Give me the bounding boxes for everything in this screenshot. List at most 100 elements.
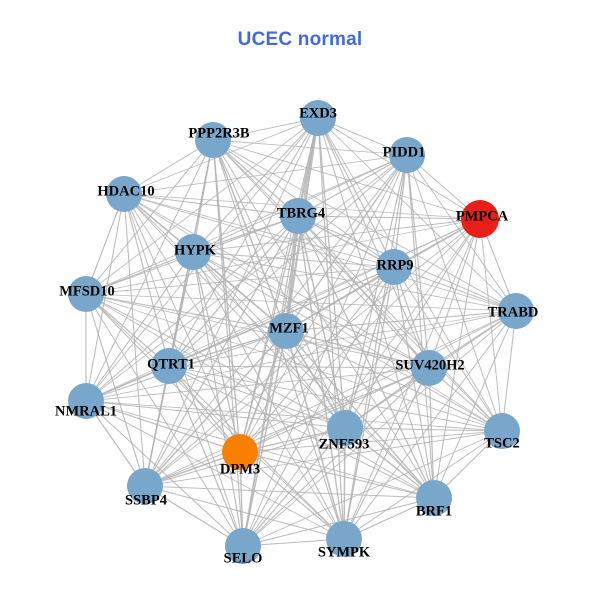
graph-node-suv420h2[interactable] bbox=[411, 350, 447, 386]
graph-edge bbox=[168, 117, 319, 367]
graph-edge bbox=[285, 330, 346, 429]
graph-node-dpm3[interactable] bbox=[222, 434, 258, 470]
graph-edge bbox=[285, 330, 430, 369]
graph-edge bbox=[123, 193, 170, 367]
graph-edge bbox=[344, 427, 503, 432]
graph-edge bbox=[297, 215, 503, 432]
graph-edge bbox=[168, 154, 408, 367]
graph-edge bbox=[85, 266, 395, 402]
graph-edge bbox=[168, 215, 299, 367]
graph-edge bbox=[85, 293, 435, 499]
graph-edge bbox=[297, 215, 346, 429]
graph-node-trabd[interactable] bbox=[498, 293, 534, 329]
graph-edge bbox=[285, 266, 395, 332]
graph-edge bbox=[144, 485, 435, 499]
graph-edge bbox=[317, 117, 435, 499]
graph-edge bbox=[123, 193, 241, 453]
graph-edge bbox=[343, 310, 517, 540]
graph-edge bbox=[239, 330, 287, 453]
graph-node-tbrg4[interactable] bbox=[280, 198, 316, 234]
graph-edge bbox=[168, 310, 517, 367]
graph-node-sympk[interactable] bbox=[326, 521, 362, 557]
graph-edge bbox=[297, 215, 395, 268]
graph-edge bbox=[239, 430, 503, 453]
graph-edge bbox=[393, 266, 517, 312]
graph-edge bbox=[123, 193, 517, 312]
graph-edge bbox=[428, 367, 435, 499]
graph-edge bbox=[406, 154, 430, 369]
graph-node-mfsd10[interactable] bbox=[68, 276, 104, 312]
graph-node-pidd1[interactable] bbox=[389, 137, 425, 173]
graph-edge bbox=[297, 154, 408, 217]
graph-edge bbox=[144, 485, 345, 540]
graph-edge bbox=[85, 293, 244, 547]
graph-edge bbox=[85, 293, 146, 487]
graph-node-pmpca[interactable] bbox=[461, 200, 499, 238]
graph-edge bbox=[144, 430, 503, 487]
graph-edge bbox=[239, 266, 395, 453]
graph-edge bbox=[212, 139, 517, 312]
graph-node-hdac10[interactable] bbox=[106, 176, 142, 212]
graph-edge bbox=[239, 310, 517, 453]
graph-edge bbox=[144, 330, 287, 487]
graph-edge bbox=[242, 427, 346, 547]
graph-edge bbox=[192, 251, 503, 432]
graph-edge bbox=[428, 218, 481, 369]
graph-edge bbox=[192, 251, 430, 369]
graph-edge bbox=[123, 154, 408, 195]
node-layer bbox=[68, 100, 534, 564]
graph-edge bbox=[144, 218, 481, 487]
graph-edge bbox=[239, 451, 435, 499]
graph-node-rrp9[interactable] bbox=[376, 249, 412, 285]
graph-node-exd3[interactable] bbox=[300, 100, 336, 136]
graph-edge bbox=[242, 215, 299, 547]
graph-edge bbox=[168, 365, 241, 453]
graph-node-ppp2r3b[interactable] bbox=[195, 122, 231, 158]
graph-edge bbox=[85, 400, 503, 432]
graph-edge bbox=[168, 365, 435, 499]
graph-node-tsc2[interactable] bbox=[484, 413, 520, 449]
graph-edge bbox=[285, 330, 503, 432]
graph-edge bbox=[285, 330, 435, 499]
graph-edge bbox=[433, 218, 481, 499]
graph-edge bbox=[212, 139, 299, 217]
graph-edge bbox=[168, 330, 287, 367]
graph-edge bbox=[192, 251, 244, 547]
graph-edge bbox=[192, 251, 346, 429]
graph-edge bbox=[239, 367, 430, 453]
graph-edge bbox=[212, 139, 241, 453]
graph-node-znf593[interactable] bbox=[327, 410, 363, 446]
graph-node-qtrt1[interactable] bbox=[151, 348, 187, 384]
graph-edge bbox=[285, 154, 408, 332]
graph-edge bbox=[285, 310, 517, 332]
graph-node-nmral1[interactable] bbox=[68, 383, 104, 419]
page-title: UCEC normal bbox=[237, 29, 363, 50]
graph-edge bbox=[212, 139, 430, 369]
graph-edge bbox=[144, 485, 244, 547]
graph-node-selo[interactable] bbox=[225, 528, 261, 564]
graph-node-ssbp4[interactable] bbox=[127, 468, 163, 504]
graph-edge bbox=[144, 365, 170, 487]
graph-edge bbox=[85, 293, 517, 312]
graph-edge bbox=[284, 214, 300, 333]
graph-edge bbox=[168, 365, 503, 432]
graph-edge bbox=[192, 218, 481, 253]
graph-edge bbox=[239, 451, 345, 540]
graph-edge bbox=[85, 293, 346, 429]
graph-edge bbox=[85, 400, 244, 547]
graph-node-mzf1[interactable] bbox=[268, 313, 304, 349]
graph-edge bbox=[479, 218, 503, 432]
graph-edge bbox=[85, 117, 319, 295]
graph-node-hypk[interactable] bbox=[175, 234, 211, 270]
graph-edge bbox=[212, 139, 346, 429]
graph-node-brf1[interactable] bbox=[416, 480, 452, 516]
graph-edge bbox=[406, 154, 517, 312]
graph-edge bbox=[343, 367, 430, 540]
graph-edge bbox=[343, 266, 395, 540]
graph-edge bbox=[343, 154, 408, 540]
graph-edge bbox=[212, 139, 481, 220]
graph-edge bbox=[85, 400, 435, 499]
graph-edge bbox=[85, 251, 194, 295]
graph-edge bbox=[317, 117, 345, 540]
